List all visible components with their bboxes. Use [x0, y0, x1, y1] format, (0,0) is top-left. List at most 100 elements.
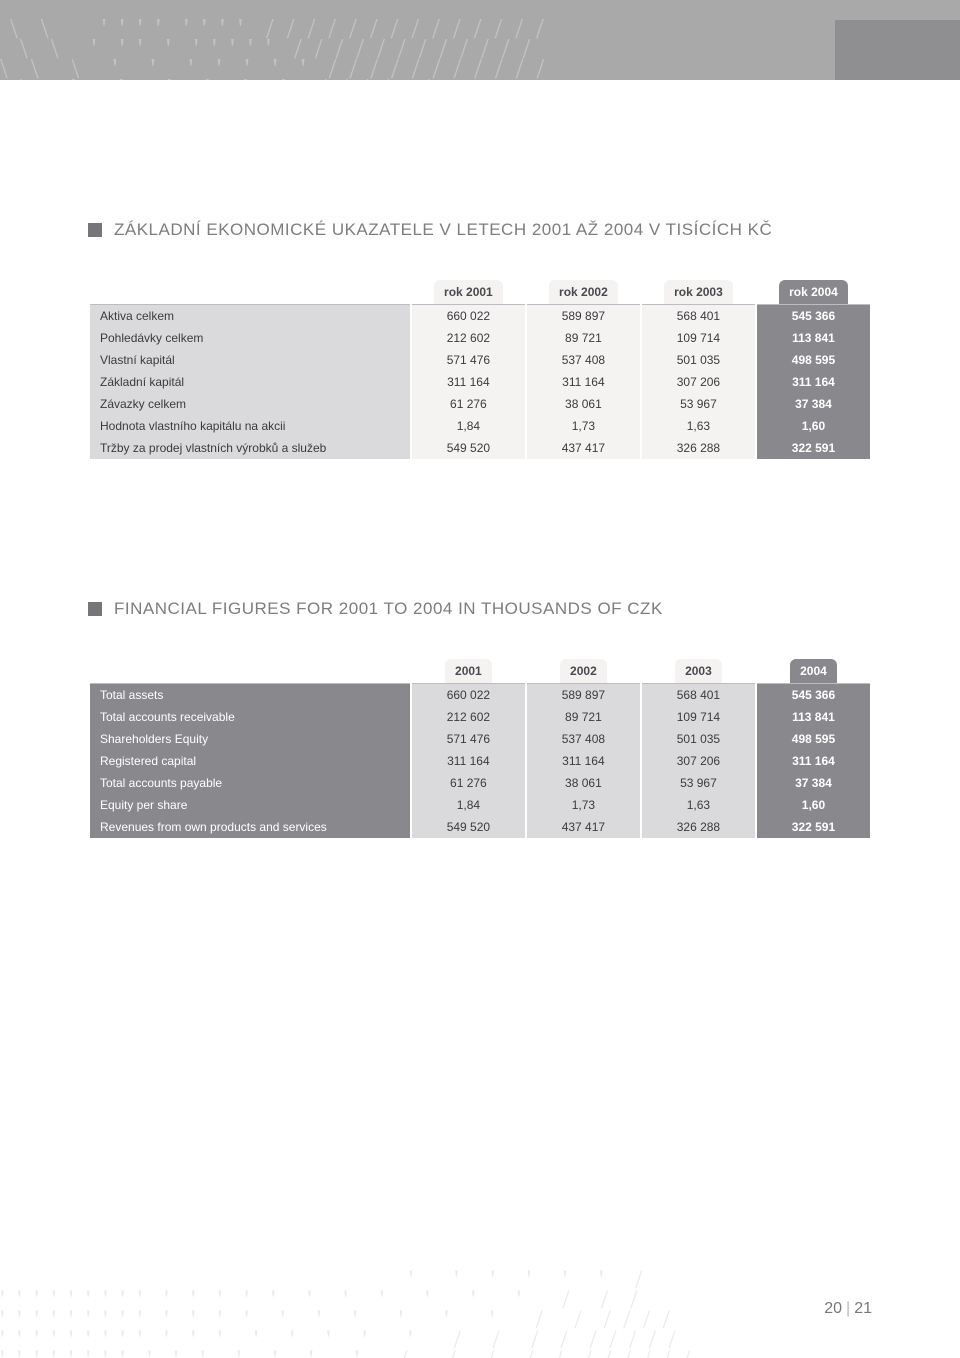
table-cell: 545 366 [757, 305, 870, 327]
page-number: 20|21 [824, 1300, 872, 1318]
table-cell: 109 714 [642, 706, 755, 728]
table-cell: 322 591 [757, 816, 870, 838]
banner-right-block [835, 20, 960, 80]
table-cell: 311 164 [412, 371, 525, 393]
table-cell: 37 384 [757, 772, 870, 794]
page-right: 21 [854, 1300, 872, 1317]
section-czech: ZÁKLADNÍ EKONOMICKÉ UKAZATELE V LETECH 2… [88, 220, 872, 459]
table-row: Revenues from own products and services5… [90, 816, 870, 838]
table-cell: 589 897 [527, 305, 640, 327]
table-header-label: 2002 [560, 659, 607, 683]
table-row: Total accounts receivable212 60289 72110… [90, 706, 870, 728]
table-header-label: rok 2003 [664, 280, 733, 304]
table-cell: 61 276 [412, 393, 525, 415]
heading-row-2: FINANCIAL FIGURES FOR 2001 TO 2004 IN TH… [88, 599, 872, 619]
table-cell: 89 721 [527, 327, 640, 349]
table-row: Hodnota vlastního kapitálu na akcii1,84 1… [90, 415, 870, 437]
table-row: Total accounts payable61 27638 06153 967… [90, 772, 870, 794]
heading-2: FINANCIAL FIGURES FOR 2001 TO 2004 IN TH… [114, 599, 663, 619]
page-separator: | [846, 1300, 850, 1317]
table-row-label: Total accounts receivable [90, 706, 410, 728]
table-cell: 311 164 [527, 750, 640, 772]
table-cell: 311 164 [412, 750, 525, 772]
bottom-decorative-band: ' ' ' ' ' ' / ' ' ' ' ' ' ' ' ' ' ' ' ' … [0, 1250, 960, 1358]
table-header: 2004 [757, 659, 870, 684]
table-cell: 311 164 [757, 371, 870, 393]
top-banner: \ \ ' ' ' ' ' ' ' ' / / / / / / / / / / … [0, 0, 960, 80]
table-row-label: Total assets [90, 684, 410, 706]
table-row-label: Total accounts payable [90, 772, 410, 794]
table-row-label: Základní kapitál [90, 371, 410, 393]
table-cell: 307 206 [642, 371, 755, 393]
table-row-label: Vlastní kapitál [90, 349, 410, 371]
table-header: rok 2004 [757, 280, 870, 305]
table-row-label: Pohledávky celkem [90, 327, 410, 349]
table-row-label: Equity per share [90, 794, 410, 816]
table-header: rok 2001 [412, 280, 525, 305]
table-cell: 498 595 [757, 728, 870, 750]
table-row: Aktiva celkem660 022589 897568 401545 36… [90, 305, 870, 327]
table-cell: 322 591 [757, 437, 870, 459]
heading-1: ZÁKLADNÍ EKONOMICKÉ UKAZATELE V LETECH 2… [114, 220, 772, 240]
table-english: 2001 2002 2003 2004 Total assets660 022589 … [88, 659, 872, 838]
table-cell: 1,84 [412, 415, 525, 437]
table-cell: 589 897 [527, 684, 640, 706]
table-cell: 501 035 [642, 728, 755, 750]
table-cell: 38 061 [527, 393, 640, 415]
table-header-label: 2004 [790, 659, 837, 683]
table-cell: 660 022 [412, 305, 525, 327]
table-header: rok 2002 [527, 280, 640, 305]
table-cell: 660 022 [412, 684, 525, 706]
table-cell: 1,73 [527, 794, 640, 816]
table-header-label: 2001 [445, 659, 492, 683]
table-row: Vlastní kapitál571 476537 408501 035498 … [90, 349, 870, 371]
table-header: 2001 [412, 659, 525, 684]
table-row: Tržby za prodej vlastních výrobků a služ… [90, 437, 870, 459]
table-row: Total assets660 022589 897568 401545 366 [90, 684, 870, 706]
table-row-label: Aktiva celkem [90, 305, 410, 327]
heading-square-icon [88, 223, 102, 237]
table-header-empty [90, 280, 410, 305]
table-cell: 571 476 [412, 349, 525, 371]
table-cell: 498 595 [757, 349, 870, 371]
table-header-empty [90, 659, 410, 684]
bottom-decorative-strokes: ' ' ' ' ' ' / ' ' ' ' ' ' ' ' ' ' ' ' ' … [0, 1250, 960, 1358]
table-header-label: rok 2002 [549, 280, 618, 304]
table-cell: 212 602 [412, 327, 525, 349]
table-czech: rok 2001 rok 2002 rok 2003 rok 2004 Aktiva … [88, 280, 872, 459]
table-row: Equity per share1,841,731,631,60 [90, 794, 870, 816]
table-header-label: 2003 [675, 659, 722, 683]
table-cell: 571 476 [412, 728, 525, 750]
table-cell: 537 408 [527, 349, 640, 371]
table-cell: 1,60 [757, 415, 870, 437]
table-cell: 311 164 [527, 371, 640, 393]
table-header: 2003 [642, 659, 755, 684]
table-cell: 37 384 [757, 393, 870, 415]
table-header: rok 2003 [642, 280, 755, 305]
table-cell: 1,84 [412, 794, 525, 816]
table-cell: 113 841 [757, 327, 870, 349]
table-cell: 549 520 [412, 437, 525, 459]
table-row-label: Závazky celkem [90, 393, 410, 415]
table-header-label: rok 2001 [434, 280, 503, 304]
table-row-label: Tržby za prodej vlastních výrobků a služ… [90, 437, 410, 459]
table-row: Závazky celkem61 27638 06153 96737 384 [90, 393, 870, 415]
table-row: Registered capital311 164311 164307 2063… [90, 750, 870, 772]
table-header: 2002 [527, 659, 640, 684]
table-cell: 1,63 [642, 794, 755, 816]
table-row: Základní kapitál311 164311 164307 206311… [90, 371, 870, 393]
table-cell: 61 276 [412, 772, 525, 794]
heading-row-1: ZÁKLADNÍ EKONOMICKÉ UKAZATELE V LETECH 2… [88, 220, 872, 240]
table-cell: 307 206 [642, 750, 755, 772]
page-left: 20 [824, 1300, 842, 1317]
table-cell: 326 288 [642, 437, 755, 459]
table-row: Pohledávky celkem212 60289 721109 714113… [90, 327, 870, 349]
table-cell: 437 417 [527, 437, 640, 459]
table-row-label: Registered capital [90, 750, 410, 772]
table-cell: 437 417 [527, 816, 640, 838]
table-row-label: Hodnota vlastního kapitálu na akcii [90, 415, 410, 437]
table-cell: 53 967 [642, 393, 755, 415]
table-cell: 109 714 [642, 327, 755, 349]
table-cell: 501 035 [642, 349, 755, 371]
table-cell: 1,60 [757, 794, 870, 816]
